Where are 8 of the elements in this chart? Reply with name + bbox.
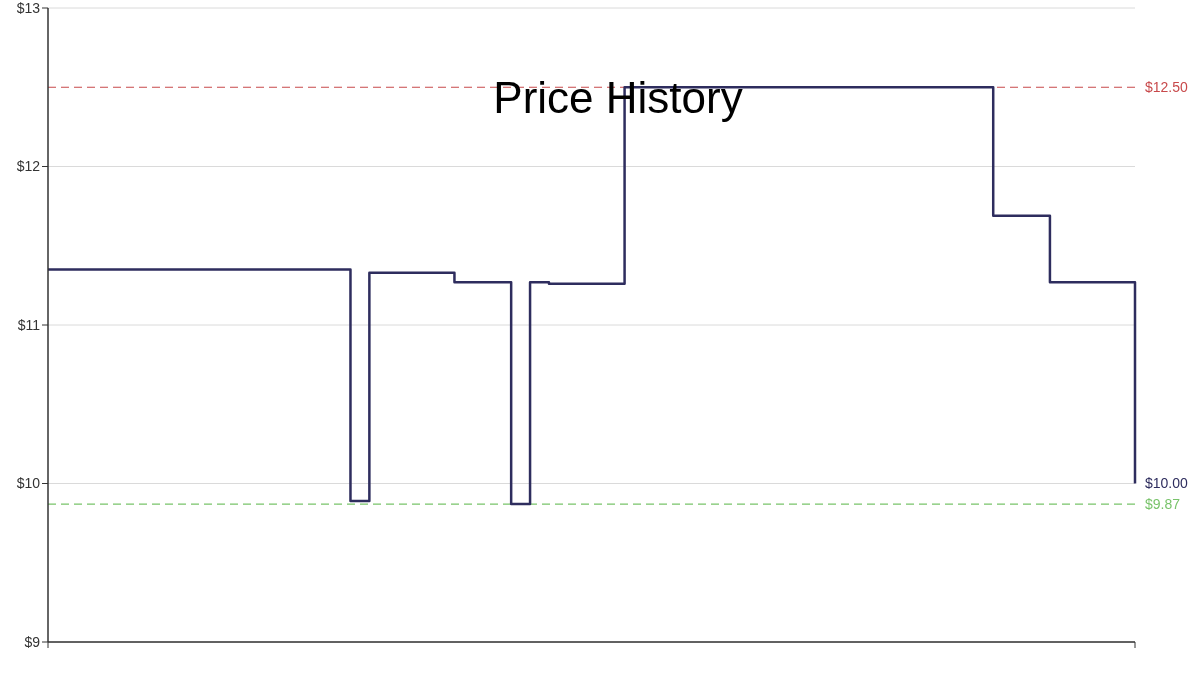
data-label: $10.00	[1145, 475, 1189, 492]
y-tick-label: $13	[16, 0, 41, 16]
y-tick-label: $9	[24, 633, 41, 650]
y-tick-label: $12	[16, 158, 41, 175]
ref-line-label: $9.87	[1145, 496, 1181, 513]
ref-line-label: $12.50	[1145, 79, 1189, 96]
y-tick-label: $10	[16, 475, 41, 492]
y-tick-label: $11	[17, 316, 41, 333]
